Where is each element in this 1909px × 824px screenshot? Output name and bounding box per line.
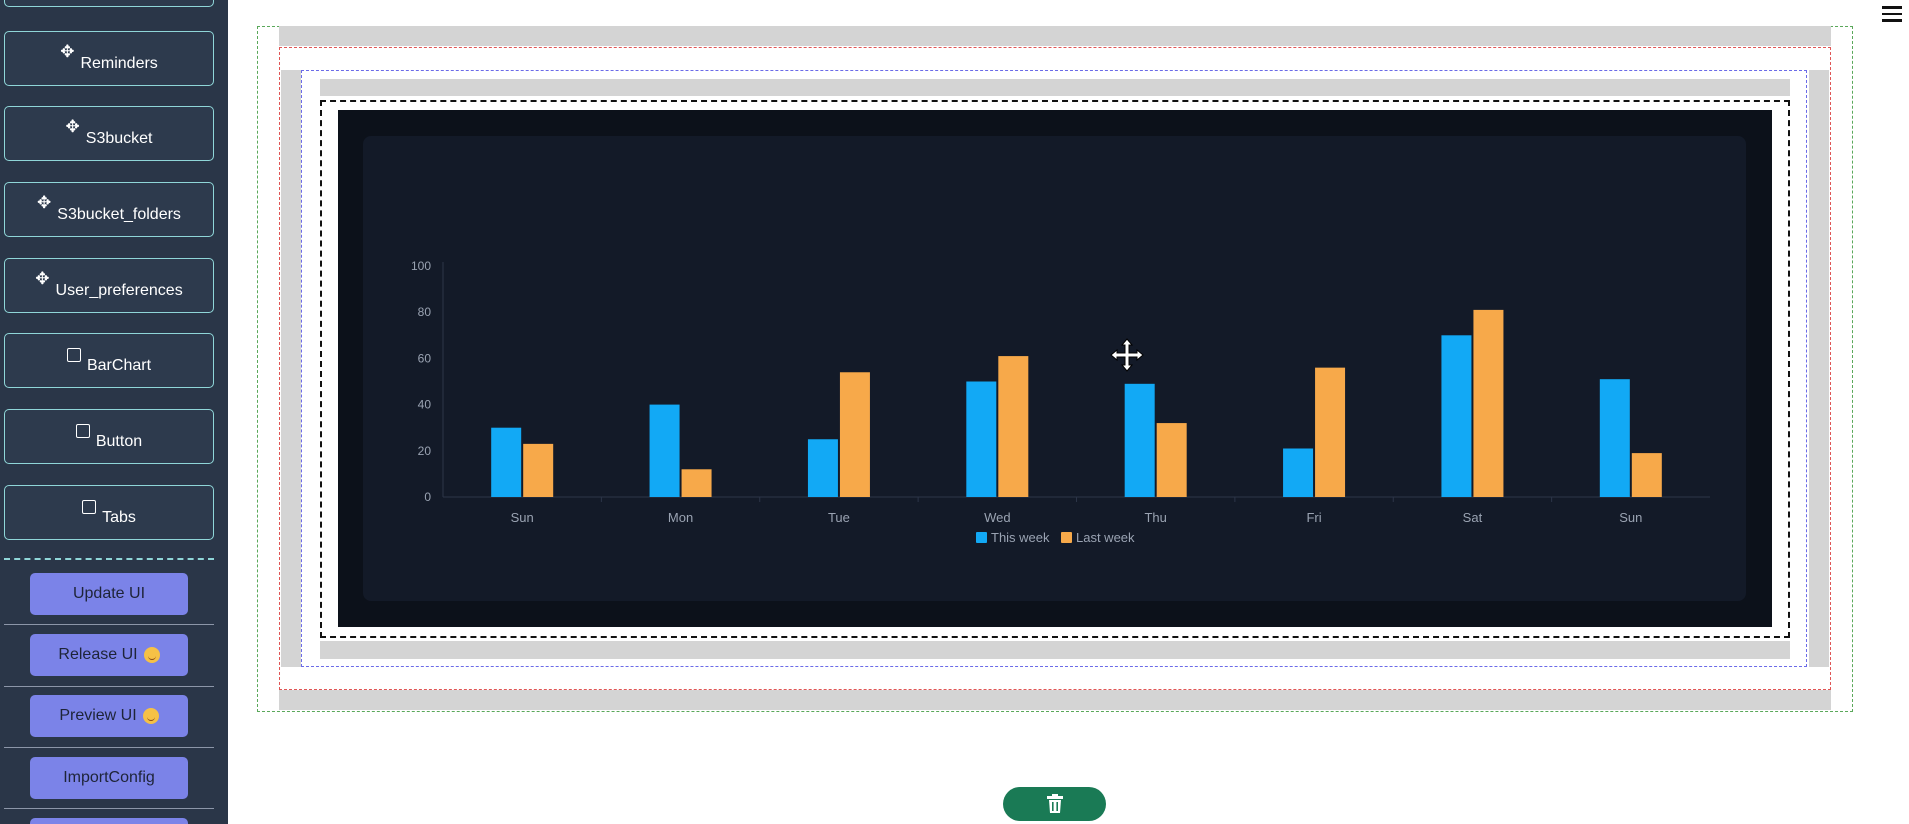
action-separator <box>4 808 214 809</box>
component-button[interactable]: Button <box>4 409 214 464</box>
move-icon: ✥ <box>60 41 75 61</box>
bar-this-week <box>491 427 522 497</box>
component-barchart[interactable]: BarChart <box>4 333 214 388</box>
button-label: Preview UI <box>59 707 137 724</box>
square-icon <box>75 423 90 438</box>
x-tick-label: Wed <box>984 510 1011 525</box>
container-handle-left[interactable] <box>281 70 301 667</box>
component-label: User_preferences <box>55 281 183 299</box>
bar-this-week <box>649 404 680 497</box>
button-label: Update UI <box>72 585 146 602</box>
component-label: Tabs <box>102 508 136 526</box>
selected-component-outline[interactable] <box>320 100 1790 638</box>
sidebar: ✥ Reminders ✥ S3bucket ✥ S3bucket_folder… <box>0 0 228 824</box>
bar-last-week <box>1156 423 1187 497</box>
bar-this-week <box>966 381 997 497</box>
import-config-button[interactable]: ImportConfig <box>30 757 188 799</box>
y-tick-label: 20 <box>418 444 432 458</box>
move-icon: ✥ <box>35 268 50 288</box>
layout-row[interactable] <box>301 70 1807 667</box>
delete-button[interactable] <box>1003 787 1106 821</box>
row-handle-bottom[interactable] <box>320 641 1790 659</box>
bar-this-week <box>1599 379 1630 497</box>
component-label: Button <box>95 432 143 450</box>
bar-chart: 0 20 40 60 80 100 Sun Mon Tue Wed Thu Fri Sat Sun This… <box>411 259 1710 545</box>
component-label: S3bucket_folders <box>57 205 181 223</box>
container-handle-bottom[interactable] <box>279 690 1831 710</box>
hamburger-menu-icon[interactable] <box>1882 6 1902 24</box>
emoji-icon <box>143 647 160 663</box>
bar-this-week <box>1283 448 1314 497</box>
x-tick-label: Fri <box>1306 510 1321 525</box>
legend-label: This week <box>991 530 1050 545</box>
y-tick-label: 40 <box>418 398 432 412</box>
component-tabs[interactable]: Tabs <box>4 485 214 540</box>
component-label: BarChart <box>86 356 152 374</box>
preview-ui-button[interactable]: Preview UI <box>30 695 188 737</box>
x-tick-label: Mon <box>668 510 693 525</box>
component-label: S3bucket <box>85 129 153 147</box>
emoji-icon <box>142 708 159 724</box>
action-separator <box>4 747 214 748</box>
x-tick-label: Sat <box>1463 510 1483 525</box>
square-icon <box>82 499 97 514</box>
release-ui-button[interactable]: Release UI <box>30 634 188 676</box>
action-separator <box>4 686 214 687</box>
button-label: ImportConfig <box>63 769 155 786</box>
y-tick-label: 80 <box>418 305 432 319</box>
component-user-preferences[interactable]: ✥ User_preferences <box>4 258 214 313</box>
x-tick-label: Tue <box>828 510 850 525</box>
button-label: Release UI <box>58 646 138 663</box>
component-s3bucket[interactable]: ✥ S3bucket <box>4 106 214 161</box>
component-s3bucket-folders[interactable]: ✥ S3bucket_folders <box>4 182 214 237</box>
bar-last-week <box>1315 367 1346 497</box>
bar-last-week <box>1631 453 1662 497</box>
bar-this-week <box>1124 383 1155 497</box>
legend-swatch <box>976 532 987 543</box>
bar-last-week <box>998 356 1029 497</box>
component-label: Reminders <box>80 54 158 72</box>
move-icon: ✥ <box>37 192 52 212</box>
chart-card <box>363 136 1746 601</box>
component-reminders[interactable]: ✥ Reminders <box>4 31 214 86</box>
bar-this-week <box>1441 335 1472 497</box>
trash-icon <box>1046 794 1063 813</box>
bar-this-week <box>807 439 838 497</box>
action-button-partial[interactable] <box>30 818 188 824</box>
layout-container-inner[interactable] <box>279 47 1831 690</box>
y-tick-label: 100 <box>411 259 431 273</box>
x-tick-label: Thu <box>1144 510 1166 525</box>
y-tick-label: 0 <box>424 490 431 504</box>
legend-swatch <box>1061 532 1072 543</box>
bar-last-week <box>523 443 554 497</box>
container-handle-top[interactable] <box>279 26 1831 46</box>
row-handle-top[interactable] <box>320 79 1790 96</box>
container-handle-right[interactable] <box>1809 70 1829 667</box>
move-icon: ✥ <box>65 116 80 136</box>
square-icon <box>66 347 81 362</box>
sidebar-divider <box>4 558 214 560</box>
legend-label: Last week <box>1076 530 1135 545</box>
action-separator <box>4 624 214 625</box>
update-ui-button[interactable]: Update UI <box>30 573 188 615</box>
bar-last-week <box>681 469 712 497</box>
x-tick-label: Sun <box>1619 510 1642 525</box>
bar-last-week <box>1473 309 1504 497</box>
move-cursor-icon <box>1110 338 1144 372</box>
component-button-partial[interactable] <box>4 0 214 7</box>
x-tick-label: Sun <box>511 510 534 525</box>
bar-last-week <box>839 372 870 497</box>
y-tick-label: 60 <box>418 351 432 365</box>
